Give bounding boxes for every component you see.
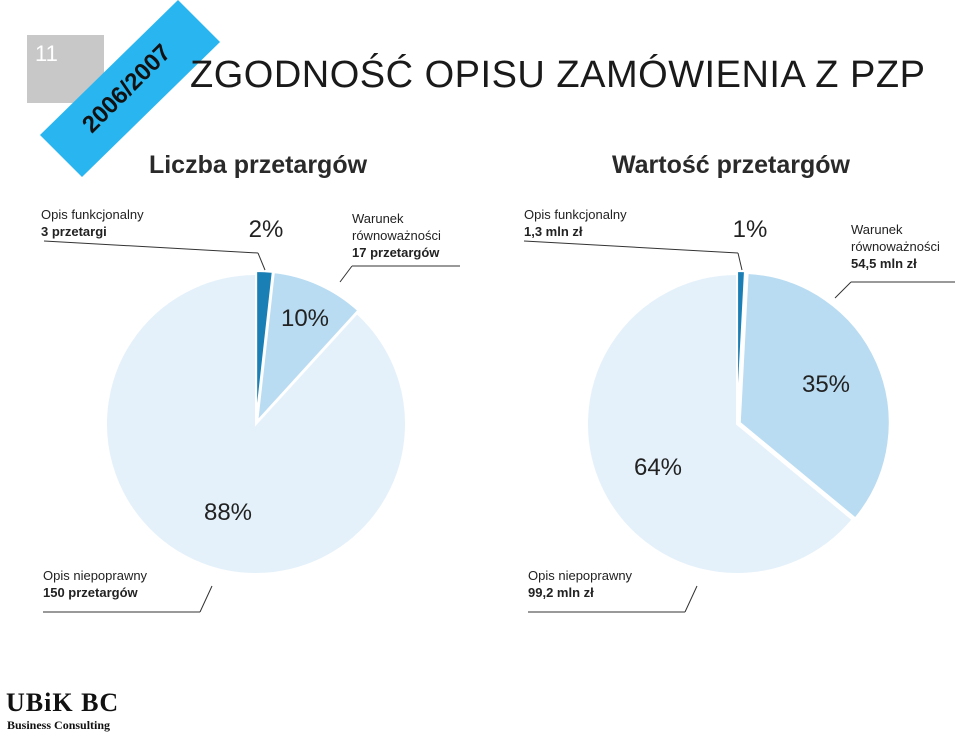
- slice-percent-label: 10%: [281, 305, 329, 332]
- slide-title: ZGODNOŚĆ OPISU ZAMÓWIENIA Z PZP: [190, 54, 926, 96]
- slice-detail: 17 przetargów: [352, 245, 440, 260]
- slice-percent-label: 64%: [634, 454, 682, 481]
- pie-slice: [586, 272, 854, 575]
- slice-label: Opis funkcjonalny: [524, 207, 627, 222]
- pie-slice: [255, 271, 360, 425]
- slice-detail: 1,3 mln zł: [524, 224, 583, 239]
- slice-label: równoważności: [851, 239, 940, 254]
- ribbon-band: [40, 0, 220, 177]
- chart-title: Liczba przetargów: [149, 151, 368, 179]
- leader-line: [737, 252, 743, 271]
- pie-slice: [255, 270, 274, 422]
- slice-label: Warunek: [851, 222, 903, 237]
- slice-detail: 99,2 mln zł: [528, 585, 594, 600]
- leader-line: [43, 240, 259, 254]
- slice-detail: 54,5 mln zł: [851, 256, 917, 271]
- slice-percent-label: 2%: [249, 216, 284, 243]
- leader-line: [257, 252, 266, 271]
- company-logo: UBiK BC: [6, 688, 120, 717]
- slice-label: równoważności: [352, 228, 441, 243]
- slice-label: Opis niepoprawny: [528, 568, 633, 583]
- pie-value: Wartość przetargów 1% Opis funkcjonalny 1,3…: [523, 151, 955, 613]
- leader-line: [523, 240, 739, 254]
- slide-number: 11: [27, 35, 104, 103]
- chart-title: Wartość przetargów: [612, 151, 851, 179]
- leader-line: [684, 585, 698, 613]
- slice-label: Opis funkcjonalny: [41, 207, 144, 222]
- pie-slice: [736, 270, 747, 422]
- slice-percent-label: 88%: [204, 499, 252, 526]
- leader-line: [199, 585, 213, 613]
- leader-line: [339, 265, 353, 283]
- leader-line: [834, 281, 852, 299]
- company-subtitle: Business Consulting: [7, 718, 111, 732]
- slice-label: Opis niepoprawny: [43, 568, 148, 583]
- slice-percent-label: 1%: [733, 216, 768, 243]
- slice-label: Warunek: [352, 211, 404, 226]
- slice-detail: 150 przetargów: [43, 585, 139, 600]
- slice-percent-label: 35%: [802, 371, 850, 398]
- year-ribbon: 2006/2007: [40, 0, 220, 177]
- pie-slice: [738, 271, 891, 520]
- pie-count: Liczba przetargów 2% Opis funkcjonalny 3 pr…: [41, 151, 460, 613]
- slice-detail: 3 przetargi: [41, 224, 107, 239]
- pie-slice: [105, 272, 407, 575]
